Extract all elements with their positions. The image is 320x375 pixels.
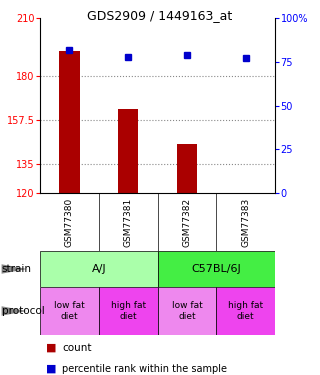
Text: GSM77382: GSM77382 bbox=[182, 197, 191, 247]
Bar bbox=[118, 110, 139, 193]
Bar bbox=[40, 251, 157, 287]
Text: count: count bbox=[62, 343, 92, 353]
Bar bbox=[216, 287, 275, 335]
Text: GSM77381: GSM77381 bbox=[124, 197, 132, 247]
Bar bbox=[59, 51, 80, 193]
Text: ■: ■ bbox=[46, 343, 57, 353]
Text: low fat
diet: low fat diet bbox=[172, 301, 202, 321]
Text: high fat
diet: high fat diet bbox=[111, 301, 146, 321]
Text: GSM77380: GSM77380 bbox=[65, 197, 74, 247]
Polygon shape bbox=[2, 264, 27, 274]
Text: A/J: A/J bbox=[92, 264, 106, 274]
Text: low fat
diet: low fat diet bbox=[54, 301, 85, 321]
Text: GSM77383: GSM77383 bbox=[241, 197, 250, 247]
Text: GDS2909 / 1449163_at: GDS2909 / 1449163_at bbox=[87, 9, 233, 22]
Text: ■: ■ bbox=[46, 364, 57, 374]
Text: protocol: protocol bbox=[2, 306, 44, 316]
Text: C57BL/6J: C57BL/6J bbox=[191, 264, 241, 274]
Bar bbox=[157, 287, 216, 335]
Polygon shape bbox=[2, 306, 27, 316]
Bar bbox=[157, 251, 275, 287]
Bar bbox=[40, 287, 99, 335]
Bar bbox=[177, 144, 197, 193]
Text: high fat
diet: high fat diet bbox=[228, 301, 263, 321]
Text: percentile rank within the sample: percentile rank within the sample bbox=[62, 364, 228, 374]
Text: strain: strain bbox=[2, 264, 32, 274]
Bar bbox=[99, 287, 157, 335]
